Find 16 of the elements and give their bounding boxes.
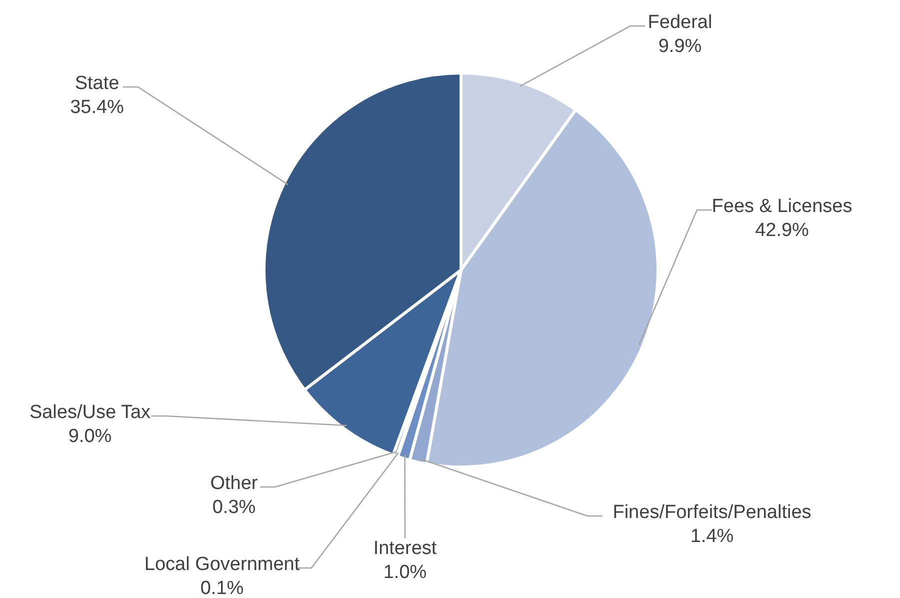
data-label: 35.4% <box>70 97 124 118</box>
data-label: 0.3% <box>212 497 256 518</box>
slice-label: State <box>74 73 120 94</box>
slice-label: Sales/Use Tax <box>29 402 152 423</box>
data-label: 1.4% <box>690 526 734 547</box>
data-label: 42.9% <box>755 220 810 241</box>
data-label: 9.0% <box>68 426 112 447</box>
slice-label: Fees & Licenses <box>712 196 852 217</box>
data-label: 1.0% <box>383 562 427 583</box>
slice-label: Interest <box>373 538 438 559</box>
slice-label: Other <box>210 473 258 494</box>
slice-label: Fines/Forfeits/Penalties <box>612 502 812 523</box>
slice-label: Federal <box>648 12 712 33</box>
data-label: 9.9% <box>658 36 702 57</box>
data-label: 0.1% <box>200 578 244 598</box>
slice-label: Local Government <box>144 554 300 575</box>
